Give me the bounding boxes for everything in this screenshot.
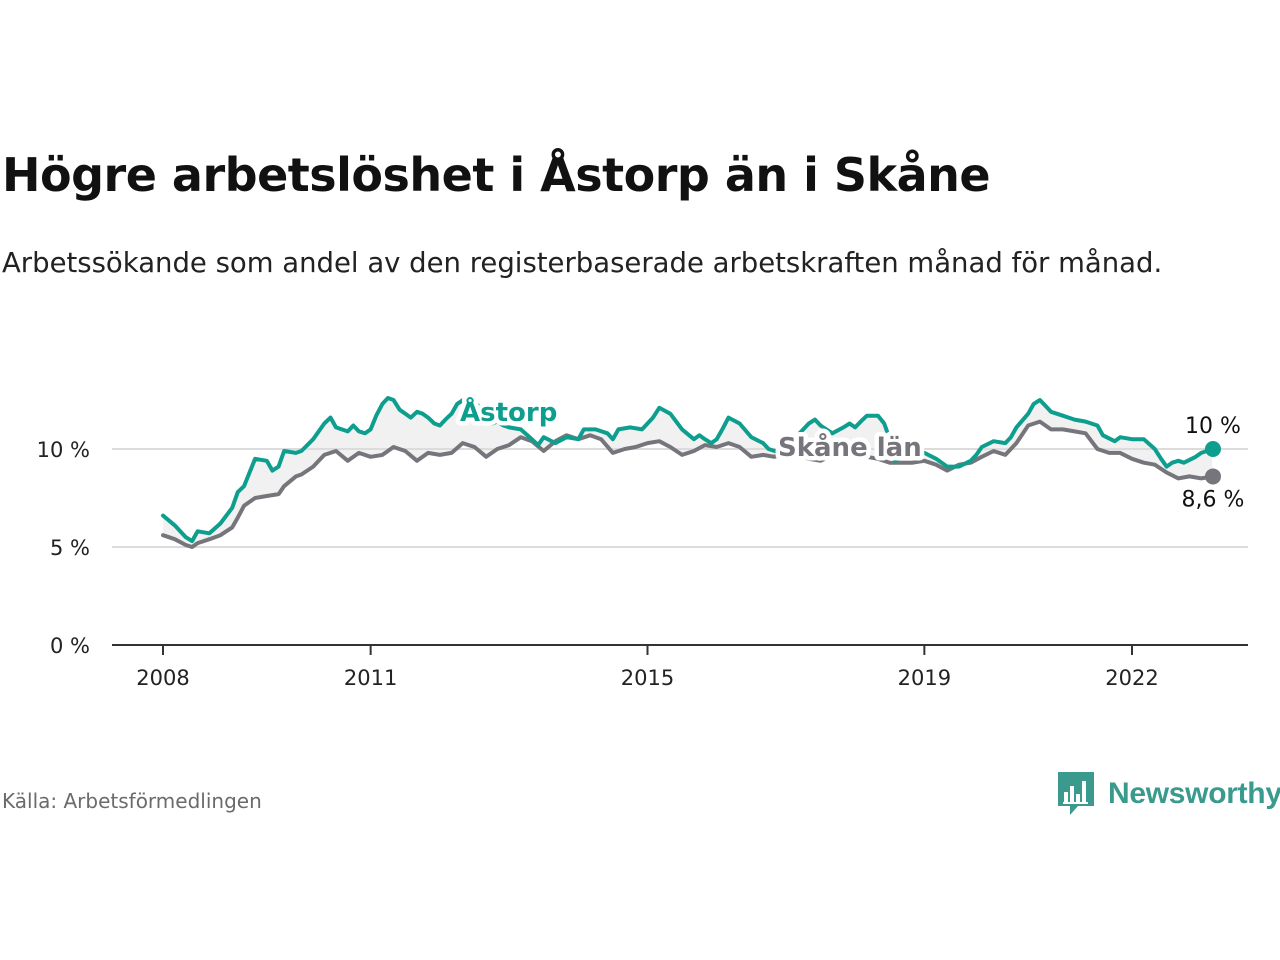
series-line-skane — [161, 419, 1215, 549]
chart-subtitle: Arbetssökande som andel av den registerb… — [2, 247, 1163, 279]
gap-area — [163, 396, 1213, 547]
x-tick-label: 2022 — [1105, 666, 1158, 690]
x-tick-label: 2019 — [898, 666, 951, 690]
end-value-skane: 8,6 % — [1182, 487, 1245, 512]
brand-name: Newsworthy — [1108, 777, 1280, 810]
y-tick-label: 10 % — [37, 438, 90, 462]
y-tick-label: 5 % — [50, 536, 90, 560]
series-annotations: Åstorp Skåne län 10 % 8,6 % — [456, 392, 1245, 513]
end-point-skane — [1204, 468, 1221, 485]
y-tick-labels: 0 % 5 % 10 % — [37, 438, 90, 658]
chart-title: Högre arbetslöshet i Åstorp än i Skåne — [2, 148, 991, 202]
source-note: Källa: Arbetsförmedlingen — [2, 789, 262, 813]
series-lines — [161, 394, 1215, 549]
series-line-astorp — [161, 394, 1215, 544]
series-label-skane: Skåne län — [778, 431, 922, 463]
brand-logo[interactable]: Newsworthy — [1058, 772, 1280, 816]
newsworthy-logo-icon — [1058, 772, 1094, 815]
x-axis: 2008 2011 2015 2019 2022 — [112, 644, 1248, 690]
end-point-astorp — [1204, 441, 1221, 457]
end-value-astorp: 10 % — [1185, 414, 1241, 439]
x-tick-label: 2015 — [621, 666, 674, 690]
y-tick-label: 0 % — [50, 634, 90, 658]
x-tick-label: 2008 — [136, 666, 189, 690]
x-tick-label: 2011 — [344, 666, 397, 690]
series-label-astorp: Åstorp — [460, 396, 557, 428]
